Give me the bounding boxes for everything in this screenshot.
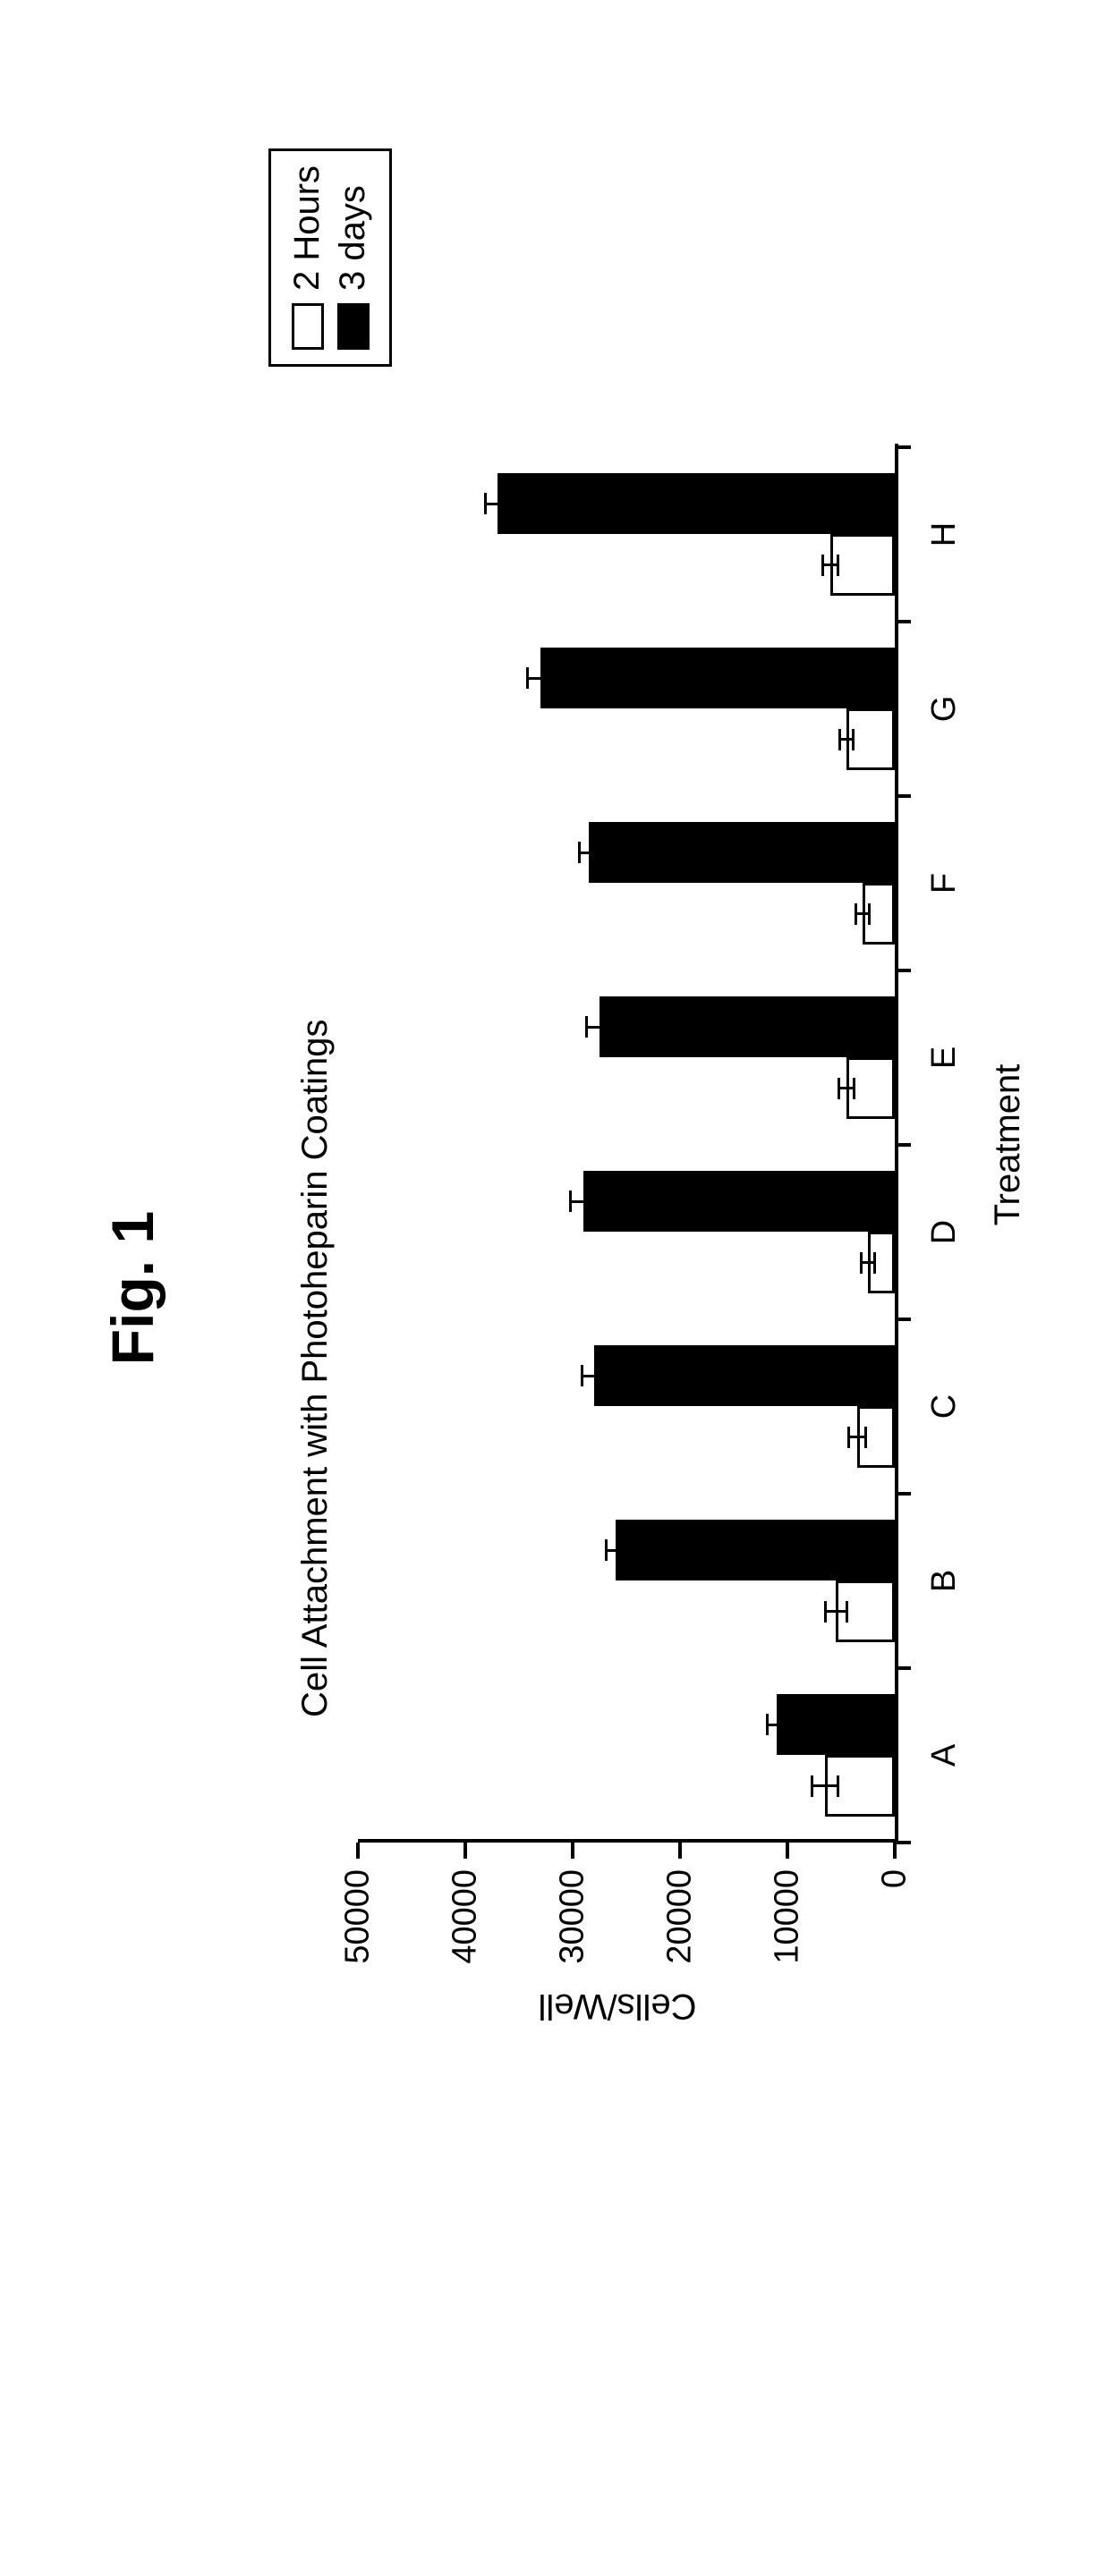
error-bar bbox=[486, 503, 509, 505]
error-cap bbox=[585, 1016, 588, 1038]
error-cap bbox=[824, 1601, 827, 1623]
x-tick-label: B bbox=[925, 1570, 964, 1592]
legend-item: 2 Hours bbox=[287, 165, 327, 350]
x-tick-label: F bbox=[925, 873, 964, 894]
error-bar bbox=[839, 1087, 855, 1089]
x-tick-label: E bbox=[925, 1046, 964, 1069]
legend: 2 Hours3 days bbox=[268, 148, 392, 367]
y-tick-label: 30000 bbox=[554, 1869, 592, 2012]
y-tick-label: 0 bbox=[876, 1869, 914, 2012]
y-tick-label: 40000 bbox=[446, 1869, 485, 2012]
y-tick bbox=[786, 1843, 789, 1859]
error-cap bbox=[595, 1191, 598, 1212]
error-cap bbox=[484, 493, 487, 514]
error-bar bbox=[823, 564, 838, 566]
error-cap bbox=[605, 1365, 608, 1386]
error-cap bbox=[605, 1539, 608, 1561]
x-tick bbox=[895, 620, 911, 623]
y-tick bbox=[571, 1843, 574, 1859]
x-tick-label: C bbox=[925, 1394, 964, 1419]
error-bar bbox=[587, 1026, 613, 1029]
error-cap bbox=[526, 667, 529, 689]
y-tick-label: 10000 bbox=[769, 1869, 807, 2012]
figure-label: Fig. 1 bbox=[98, 0, 166, 2576]
legend-label: 3 days bbox=[333, 185, 373, 291]
error-cap bbox=[852, 729, 855, 750]
error-cap bbox=[838, 1078, 840, 1099]
error-bar bbox=[606, 1549, 625, 1552]
error-cap bbox=[837, 555, 839, 576]
legend-swatch bbox=[337, 303, 370, 350]
x-tick bbox=[895, 1492, 911, 1496]
error-cap bbox=[578, 842, 581, 863]
error-cap bbox=[581, 1365, 583, 1386]
error-bar bbox=[812, 1784, 838, 1787]
error-cap bbox=[785, 1714, 787, 1735]
error-cap bbox=[838, 729, 841, 750]
x-tick bbox=[895, 1666, 911, 1670]
x-tick bbox=[895, 445, 911, 449]
figure-rotated-wrap: Fig. 1 Cell Attachment with Photoheparin… bbox=[0, 0, 1114, 2576]
bar bbox=[777, 1694, 895, 1755]
y-tick bbox=[893, 1843, 897, 1859]
error-cap bbox=[853, 1078, 855, 1099]
error-cap bbox=[868, 903, 871, 925]
x-tick bbox=[895, 1143, 911, 1147]
error-bar bbox=[528, 677, 554, 680]
x-tick-label: A bbox=[925, 1744, 964, 1767]
error-cap bbox=[624, 1539, 626, 1561]
bar bbox=[616, 1520, 895, 1580]
error-bar bbox=[571, 1200, 597, 1203]
bar bbox=[594, 1345, 895, 1406]
bar bbox=[540, 648, 895, 708]
error-bar bbox=[583, 1375, 606, 1377]
legend-label: 2 Hours bbox=[287, 165, 327, 291]
x-axis-label: Treatment bbox=[988, 447, 1028, 1843]
bar bbox=[497, 473, 895, 534]
error-cap bbox=[847, 1427, 850, 1448]
x-tick bbox=[895, 969, 911, 972]
legend-item: 3 days bbox=[333, 165, 373, 350]
x-tick bbox=[895, 1318, 911, 1321]
error-cap bbox=[855, 903, 857, 925]
y-tick bbox=[678, 1843, 682, 1859]
y-tick-label: 20000 bbox=[661, 1869, 700, 2012]
error-cap bbox=[821, 555, 824, 576]
error-cap bbox=[837, 1775, 839, 1797]
bar bbox=[830, 535, 895, 596]
error-cap bbox=[552, 667, 555, 689]
error-cap bbox=[611, 1016, 614, 1038]
error-cap bbox=[873, 1252, 876, 1274]
y-tick bbox=[356, 1843, 360, 1859]
x-tick bbox=[895, 794, 911, 798]
error-cap bbox=[597, 842, 600, 863]
x-tick-label: D bbox=[925, 1220, 964, 1244]
y-tick-label: 50000 bbox=[339, 1869, 378, 2012]
error-bar bbox=[825, 1610, 846, 1613]
bar bbox=[583, 1171, 895, 1232]
bar bbox=[600, 996, 895, 1057]
chart-title: Cell Attachment with Photoheparin Coatin… bbox=[295, 1020, 336, 1717]
error-bar bbox=[767, 1724, 787, 1726]
error-cap bbox=[860, 1252, 863, 1274]
y-tick bbox=[463, 1843, 467, 1859]
x-tick bbox=[895, 1841, 911, 1844]
x-tick-label: G bbox=[925, 696, 964, 723]
error-cap bbox=[864, 1427, 867, 1448]
error-cap bbox=[569, 1191, 572, 1212]
error-cap bbox=[508, 493, 511, 514]
error-cap bbox=[811, 1775, 813, 1797]
bar bbox=[589, 822, 895, 883]
error-bar bbox=[579, 852, 599, 854]
legend-swatch bbox=[292, 303, 324, 350]
error-cap bbox=[846, 1601, 848, 1623]
error-bar bbox=[848, 1436, 865, 1438]
error-cap bbox=[766, 1714, 769, 1735]
page-canvas: Fig. 1 Cell Attachment with Photoheparin… bbox=[0, 0, 1114, 2576]
x-tick-label: H bbox=[925, 522, 964, 547]
